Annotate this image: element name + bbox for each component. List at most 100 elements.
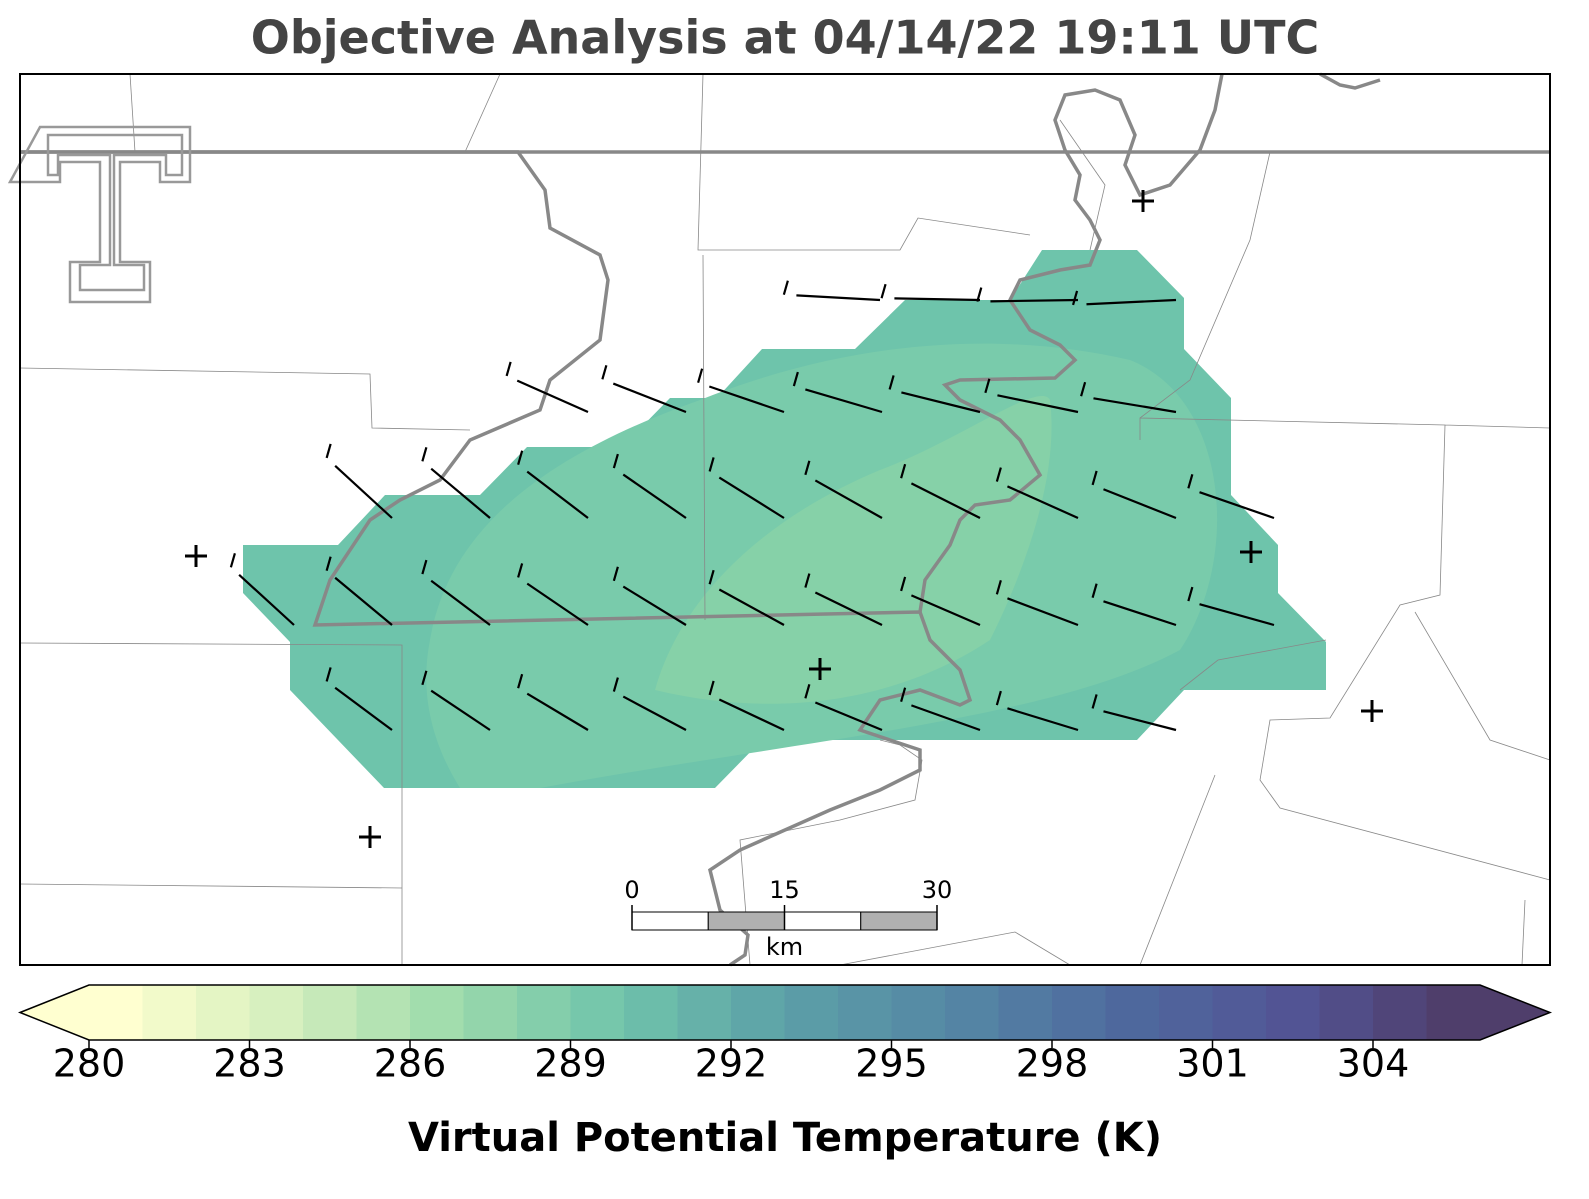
scale-segment [860,911,938,931]
barb-flag [1091,583,1098,599]
scale-segment [707,911,785,931]
barb-flag [900,576,907,592]
barb-shaft [1007,707,1079,732]
colorbar-bin [945,985,999,1040]
colorbar-extend-high [1480,985,1550,1040]
colorbar-tick-label: 301 [1176,1042,1249,1086]
colorbar-bin [142,985,197,1040]
colorbar-bin [463,985,518,1040]
scale-unit: km [766,933,803,961]
barb-flag [708,457,715,472]
barb-shaft [814,479,883,519]
colorbar-bin [998,985,1053,1040]
scale-segment [631,911,709,931]
barb-shaft [1086,298,1177,306]
barb-shaft [430,689,491,731]
colorbar-bin [624,985,678,1040]
colorbar-bin [784,985,839,1040]
barb-flag [325,556,332,571]
barb-flag [1080,381,1087,397]
colorbar-bin [410,985,464,1040]
barb-shaft [516,379,589,414]
barb-shaft [814,591,883,626]
barb-shaft [334,686,393,731]
colorbar-tick-label: 304 [1337,1042,1410,1086]
barb-flag [421,447,428,462]
barb-flag [1187,474,1194,489]
colorbar-bin [1105,985,1160,1040]
barb-shaft [526,582,589,626]
barb-shaft [718,588,785,626]
logo [7,125,192,304]
station-markers [185,190,1383,848]
barb-shaft [622,473,687,519]
colorbar-bin [1426,985,1481,1040]
barb-shaft [718,476,785,519]
barb-shaft [910,482,981,519]
barb-flag [900,687,907,703]
barb-flag [1091,694,1098,709]
barb-shaft [911,704,981,732]
colorbar-tick-label: 292 [695,1042,768,1086]
colorbar-bin [517,985,571,1040]
barb-shaft [1199,603,1275,627]
scale-tick-label: 30 [922,876,953,904]
colorbar-tick-label: 295 [855,1042,928,1086]
scale-tick-label: 15 [769,876,800,904]
colorbar-bin [838,985,892,1040]
barb-shaft [718,698,785,731]
colorbar-bin [1373,985,1427,1040]
barb-shaft [894,297,981,302]
barb-flag [325,443,332,459]
colorbar-bin [1319,985,1374,1040]
map: 0 15 30 km [7,72,1551,967]
barb-shaft [1103,710,1177,732]
barb-flag [804,460,811,476]
barb-shaft [430,579,491,626]
barb-shaft [1093,397,1177,414]
barb-shaft [622,585,687,626]
barb-flag [900,463,907,479]
barb-shaft [1006,485,1079,520]
colorbar-bin [891,985,946,1040]
colorbar-extend-low [20,985,89,1040]
barb-flag [517,450,524,465]
barb-flag [1091,470,1098,486]
colorbar-bin [303,985,357,1040]
barb-flag [601,365,608,380]
colorbar-tick-label: 286 [374,1042,447,1086]
barb-shaft [1103,600,1177,627]
colorbar-label: Virtual Potential Temperature (K) [408,1115,1162,1161]
barb-flag [612,566,619,582]
map-frame [19,73,1551,966]
barb-flag [325,667,332,682]
scale-tick-label: 0 [624,876,639,904]
colorbar-tick-label: 283 [213,1042,286,1086]
colorbar-bin [196,985,250,1040]
colorbar-bin [1052,985,1106,1040]
barb-flag [517,563,524,578]
analysis-contour [655,396,1052,704]
barb-flag [995,690,1002,706]
barb-flag [888,375,895,390]
barb-flag [612,453,619,469]
barb-flag [229,552,236,568]
colorbar-bin [356,985,411,1040]
barb-flag [976,287,983,302]
barb-flag [1187,586,1194,602]
county-lines [19,73,1551,966]
colorbar-bin [1266,985,1320,1040]
barb-shaft [612,382,687,414]
barb-flag [995,580,1002,595]
barb-flag [421,559,428,575]
colorbar-bin [1212,985,1267,1040]
barb-shaft [901,391,981,414]
barb-flag [697,368,704,384]
barb-flag [708,569,715,585]
barb-flag [505,361,512,377]
barb-shaft [622,695,687,731]
barb-shaft [334,464,393,519]
barb-shaft [1007,597,1079,627]
chart-title: Objective Analysis at 04/14/22 19:11 UTC [251,11,1320,65]
